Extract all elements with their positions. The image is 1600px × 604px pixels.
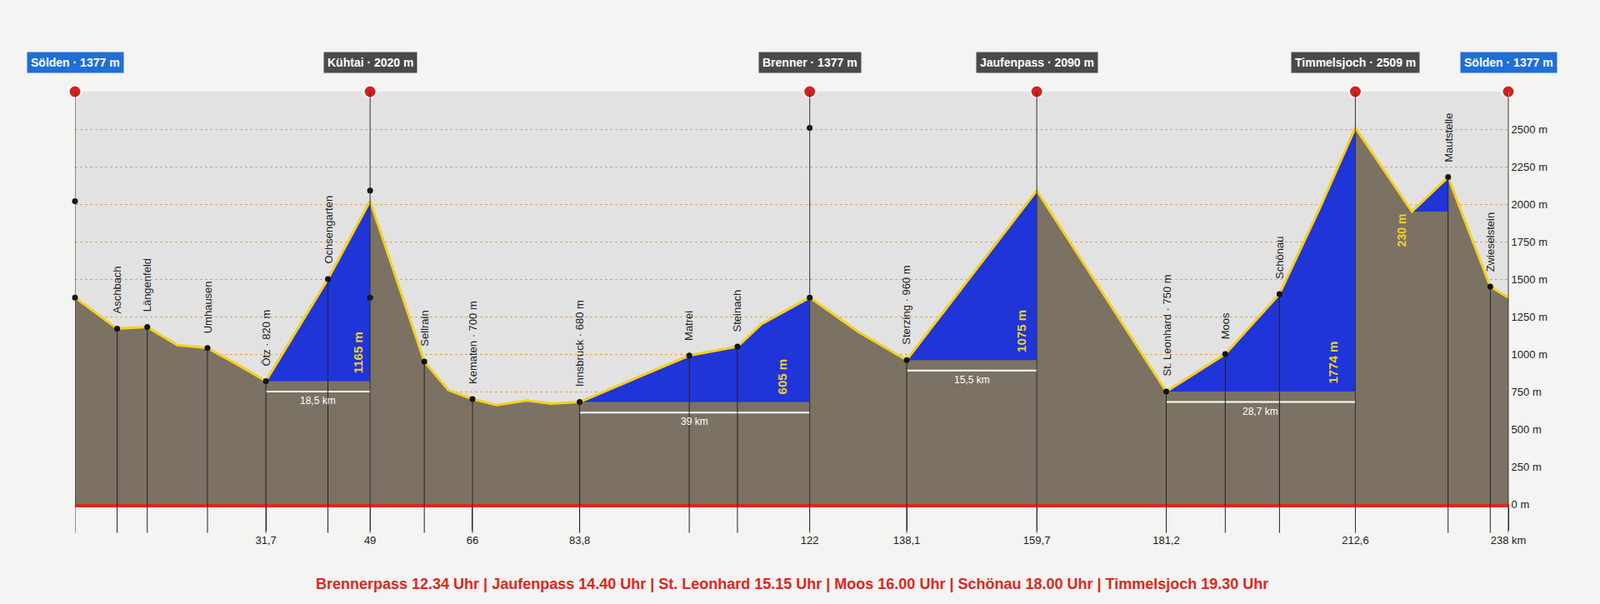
svg-text:2500 m: 2500 m [1511,123,1548,136]
svg-text:2000 m: 2000 m [1511,198,1548,211]
svg-text:39 km: 39 km [680,415,709,428]
svg-text:Schönau: Schönau [1273,236,1286,280]
svg-text:Kematen · 700 m: Kematen · 700 m [466,300,480,385]
svg-text:Mautstelle: Mautstelle [1442,113,1455,163]
svg-text:605 m: 605 m [775,359,790,395]
svg-text:83,8: 83,8 [569,534,590,547]
svg-text:500 m: 500 m [1511,423,1542,436]
svg-text:1000 m: 1000 m [1511,348,1548,361]
svg-text:Brennerpass 12.34 Uhr | Jaufen: Brennerpass 12.34 Uhr | Jaufenpass 14.40… [315,575,1269,593]
svg-text:St. Leonhard · 750 m: St. Leonhard · 750 m [1160,274,1174,376]
svg-text:230 m: 230 m [1395,214,1409,248]
svg-text:Sölden · 1377 m: Sölden · 1377 m [30,55,120,70]
svg-text:181,2: 181,2 [1152,534,1180,547]
svg-text:Längenfeld: Längenfeld [140,258,154,312]
svg-text:750 m: 750 m [1511,385,1542,399]
svg-text:Innsbruck · 680 m: Innsbruck · 680 m [573,300,586,387]
svg-text:1500 m: 1500 m [1511,273,1548,286]
svg-text:Steinach: Steinach [730,290,744,333]
svg-text:159,7: 159,7 [1023,534,1051,547]
svg-text:250 m: 250 m [1511,460,1542,474]
svg-text:Zwieselstein: Zwieselstein [1484,212,1497,273]
svg-text:212,6: 212,6 [1341,534,1370,547]
svg-text:31,7: 31,7 [255,534,276,547]
svg-text:1165 m: 1165 m [350,331,365,374]
svg-text:Kühtai · 2020 m: Kühtai · 2020 m [327,55,414,70]
svg-text:Brenner · 1377 m: Brenner · 1377 m [762,55,858,70]
svg-text:1750 m: 1750 m [1511,235,1548,249]
svg-text:28,7 km: 28,7 km [1242,405,1279,418]
svg-text:138,1: 138,1 [893,534,921,547]
svg-text:Matrei: Matrei [682,310,695,341]
svg-text:Ötz · 820 m: Ötz · 820 m [260,310,273,367]
svg-text:Sellrain: Sellrain [418,310,431,346]
svg-text:238 km: 238 km [1490,534,1527,547]
svg-text:Ochsengarten: Ochsengarten [322,195,335,265]
svg-text:2250 m: 2250 m [1511,160,1548,174]
svg-text:1075 m: 1075 m [1014,310,1029,353]
svg-text:66: 66 [466,534,479,547]
svg-text:Umhausen: Umhausen [201,280,215,334]
svg-text:Timmelsjoch · 2509 m: Timmelsjoch · 2509 m [1295,55,1416,70]
svg-text:Jaufenpass · 2090 m: Jaufenpass · 2090 m [980,55,1095,70]
svg-text:0 m: 0 m [1511,498,1530,511]
svg-text:49: 49 [364,534,376,547]
svg-text:Moos: Moos [1219,312,1232,340]
svg-text:1774 m: 1774 m [1325,341,1340,385]
svg-text:Aschbach: Aschbach [110,265,124,314]
svg-text:18,5 km: 18,5 km [300,395,336,407]
svg-text:Sterzing · 960 m: Sterzing · 960 m [900,265,913,345]
svg-text:Sölden · 1377 m: Sölden · 1377 m [1464,55,1554,70]
svg-text:1250 m: 1250 m [1511,310,1548,324]
svg-text:15,5 km: 15,5 km [954,374,990,386]
svg-text:122: 122 [800,534,820,547]
